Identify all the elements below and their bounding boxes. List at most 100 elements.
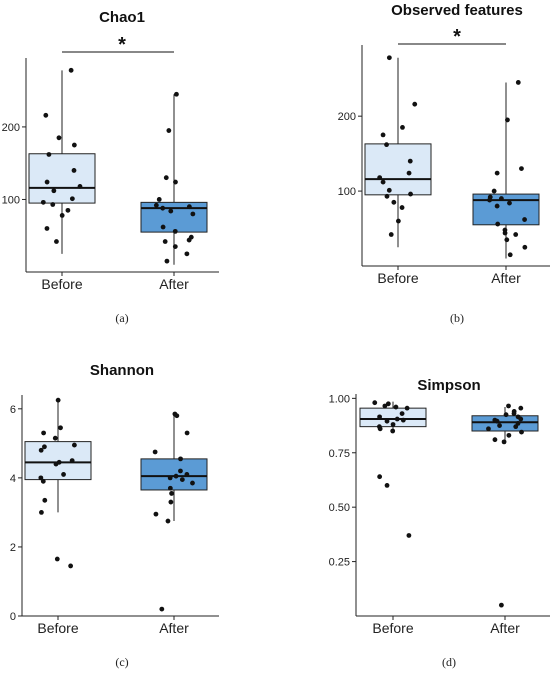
data-point: [400, 125, 405, 130]
y-tick-label: 200: [2, 122, 20, 134]
data-point: [494, 203, 500, 209]
data-point: [498, 196, 504, 201]
data-point: [384, 142, 389, 148]
data-point: [41, 430, 46, 436]
data-point: [408, 191, 413, 197]
data-point: [494, 418, 500, 424]
data-point: [77, 184, 83, 189]
data-point: [153, 511, 159, 517]
data-point: [160, 224, 166, 230]
data-point: [54, 556, 60, 562]
data-point: [167, 485, 173, 491]
data-point: [522, 217, 527, 222]
data-point: [511, 411, 517, 416]
panel-label: (c): [115, 655, 128, 669]
data-point: [498, 602, 504, 608]
y-tick-label: 1.00: [329, 393, 350, 405]
x-tick-label: After: [490, 620, 520, 636]
data-point: [156, 197, 162, 202]
data-point: [59, 213, 65, 218]
data-point: [184, 472, 190, 477]
data-point: [178, 456, 183, 462]
box: [364, 143, 432, 196]
data-point: [69, 458, 75, 464]
data-point: [172, 244, 178, 250]
data-point: [51, 188, 57, 194]
data-point: [377, 426, 383, 432]
x-tick-label: Before: [37, 620, 78, 636]
data-point: [377, 175, 383, 181]
y-tick-label: 100: [338, 186, 356, 198]
data-point: [515, 80, 521, 85]
data-point: [168, 499, 174, 505]
data-point: [184, 430, 190, 436]
data-point: [393, 404, 399, 410]
y-tick-label: 200: [338, 111, 356, 123]
box: [28, 153, 96, 204]
data-point: [173, 179, 178, 185]
data-point: [71, 168, 77, 173]
data-point: [42, 444, 47, 450]
x-tick-label: Before: [372, 620, 413, 636]
data-point: [406, 170, 412, 176]
data-point: [385, 401, 391, 407]
data-point: [395, 218, 401, 224]
box-series-before: Before: [24, 397, 92, 636]
data-point: [152, 449, 158, 455]
data-point: [44, 226, 50, 231]
data-point: [386, 187, 392, 193]
data-point: [190, 480, 195, 486]
data-point: [42, 497, 48, 503]
chart-title: Shannon: [90, 362, 154, 379]
data-point: [46, 152, 52, 157]
data-point: [61, 472, 66, 477]
data-point: [377, 414, 382, 420]
data-point: [522, 244, 528, 250]
data-point: [164, 258, 170, 264]
data-point: [513, 232, 519, 237]
data-point: [167, 475, 173, 481]
data-point: [186, 204, 192, 210]
data-point: [506, 403, 511, 409]
data-point: [399, 411, 405, 416]
data-point: [169, 491, 174, 496]
data-point: [52, 435, 58, 441]
data-point: [163, 175, 169, 181]
data-point: [495, 221, 501, 227]
data-point: [388, 232, 394, 237]
data-point: [400, 417, 406, 423]
data-point: [404, 405, 410, 411]
data-point: [39, 510, 44, 515]
data-point: [486, 426, 491, 432]
data-point: [173, 473, 179, 479]
data-point: [382, 403, 388, 409]
y-tick-label: 2: [10, 542, 16, 554]
x-tick-label: Before: [41, 276, 82, 292]
data-point: [38, 447, 44, 453]
data-point: [186, 237, 192, 243]
data-point: [165, 518, 171, 524]
data-point: [160, 205, 166, 211]
data-point: [503, 412, 509, 418]
data-point: [69, 196, 75, 202]
data-point: [519, 429, 524, 435]
data-point: [494, 170, 500, 176]
data-point: [44, 179, 50, 185]
data-point: [384, 418, 390, 424]
x-tick-label: After: [159, 620, 189, 636]
y-tick-label: 6: [10, 404, 16, 416]
data-point: [492, 437, 498, 443]
data-point: [412, 101, 418, 107]
data-point: [518, 416, 524, 422]
y-tick-label: 0: [10, 611, 16, 623]
chart-panel-c: Shannon 0 2 4 6 Before After (c): [10, 362, 219, 669]
data-point: [53, 461, 59, 467]
data-point: [58, 425, 63, 431]
data-point: [50, 202, 56, 207]
data-point: [519, 166, 524, 172]
box-series-before: Before: [28, 67, 96, 292]
data-point: [71, 142, 77, 148]
chart-panel-b: Observed features 100 200 Before After * (b): [338, 2, 550, 325]
panel-label: (b): [450, 311, 464, 325]
data-point: [504, 237, 510, 243]
